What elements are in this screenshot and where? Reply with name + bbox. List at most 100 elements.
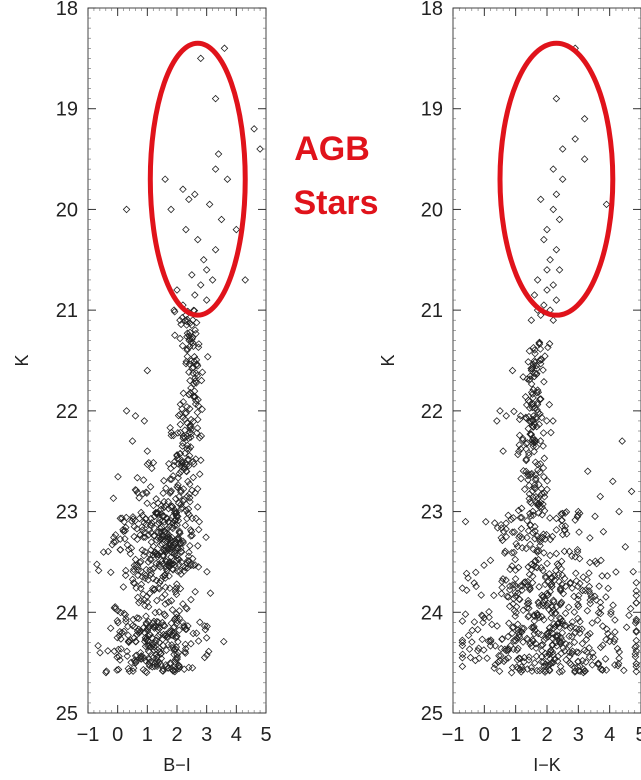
data-point	[181, 415, 189, 424]
data-point	[535, 420, 543, 429]
data-point	[256, 145, 264, 153]
data-point	[188, 531, 196, 540]
data-point	[195, 434, 204, 442]
data-point	[181, 409, 190, 418]
data-point	[104, 547, 112, 556]
data-point	[185, 334, 194, 343]
data-point	[159, 552, 168, 560]
data-point	[533, 276, 542, 284]
x-tick-label: 1	[142, 724, 153, 746]
data-point	[512, 608, 520, 617]
data-point	[192, 369, 200, 378]
data-point	[561, 582, 570, 591]
data-point	[468, 638, 476, 646]
data-point	[557, 649, 566, 658]
data-point	[186, 376, 194, 385]
data-point	[502, 533, 511, 541]
data-point	[178, 463, 186, 471]
annotation-line-2: Stars	[293, 184, 378, 222]
data-point	[466, 653, 475, 662]
data-point	[173, 521, 181, 529]
data-point	[190, 460, 198, 468]
data-point	[151, 608, 160, 617]
data-point	[155, 585, 164, 593]
data-point	[561, 621, 570, 629]
data-point	[94, 566, 103, 575]
data-point	[140, 596, 149, 604]
data-point	[575, 528, 583, 536]
data-point	[497, 644, 505, 653]
data-point	[521, 578, 530, 586]
data-point	[189, 342, 198, 351]
data-point	[558, 522, 566, 530]
data-point	[211, 165, 220, 173]
data-point	[543, 477, 552, 485]
data-point	[153, 596, 161, 605]
data-point	[179, 618, 187, 627]
data-point	[156, 660, 165, 669]
data-point	[540, 662, 549, 671]
data-point	[557, 516, 566, 525]
data-point	[565, 641, 574, 650]
data-point	[113, 653, 121, 662]
data-point	[187, 429, 196, 438]
data-point	[176, 334, 184, 343]
data-point	[517, 474, 525, 483]
data-point	[168, 606, 177, 614]
data-point	[171, 561, 179, 569]
data-point	[615, 654, 623, 663]
data-point	[528, 572, 537, 581]
data-point	[181, 563, 190, 572]
data-point	[514, 644, 522, 653]
data-point	[149, 542, 158, 551]
data-point	[163, 514, 171, 522]
data-point	[529, 343, 538, 352]
data-point	[143, 499, 151, 508]
data-point	[158, 540, 166, 548]
data-point	[202, 296, 211, 304]
data-point	[547, 428, 555, 437]
data-point	[204, 647, 213, 656]
data-point	[191, 291, 199, 299]
data-point	[160, 571, 169, 580]
data-point	[155, 630, 164, 639]
data-point	[148, 634, 156, 642]
data-point	[535, 339, 543, 347]
data-point	[543, 629, 552, 637]
data-point	[514, 563, 523, 572]
data-point	[147, 519, 156, 527]
data-point	[171, 494, 180, 503]
data-point	[598, 641, 607, 649]
data-point	[519, 467, 528, 475]
data-point	[181, 647, 189, 656]
x-tick-label: 1	[510, 724, 521, 746]
data-point	[145, 526, 154, 534]
x-tick-label: 5	[635, 724, 641, 746]
data-point	[529, 422, 537, 431]
data-point	[133, 535, 142, 544]
data-point	[139, 533, 148, 541]
data-point	[485, 613, 493, 622]
data-point	[613, 644, 622, 653]
data-point	[632, 659, 641, 668]
data-point	[558, 509, 567, 518]
data-point	[169, 631, 177, 640]
data-point	[522, 456, 530, 465]
data-point	[562, 640, 570, 648]
data-point	[185, 663, 193, 672]
data-point	[536, 195, 545, 204]
data-point	[211, 94, 220, 103]
data-point	[458, 653, 467, 662]
data-point	[149, 653, 158, 662]
data-point	[524, 358, 532, 366]
data-point	[189, 417, 198, 426]
data-point	[196, 618, 204, 627]
data-point	[499, 527, 508, 536]
data-point	[166, 584, 174, 592]
data-point	[592, 559, 601, 568]
data-point	[139, 489, 147, 498]
data-point	[574, 614, 582, 623]
data-point	[532, 370, 541, 379]
data-point	[537, 484, 546, 493]
data-point	[524, 527, 533, 535]
